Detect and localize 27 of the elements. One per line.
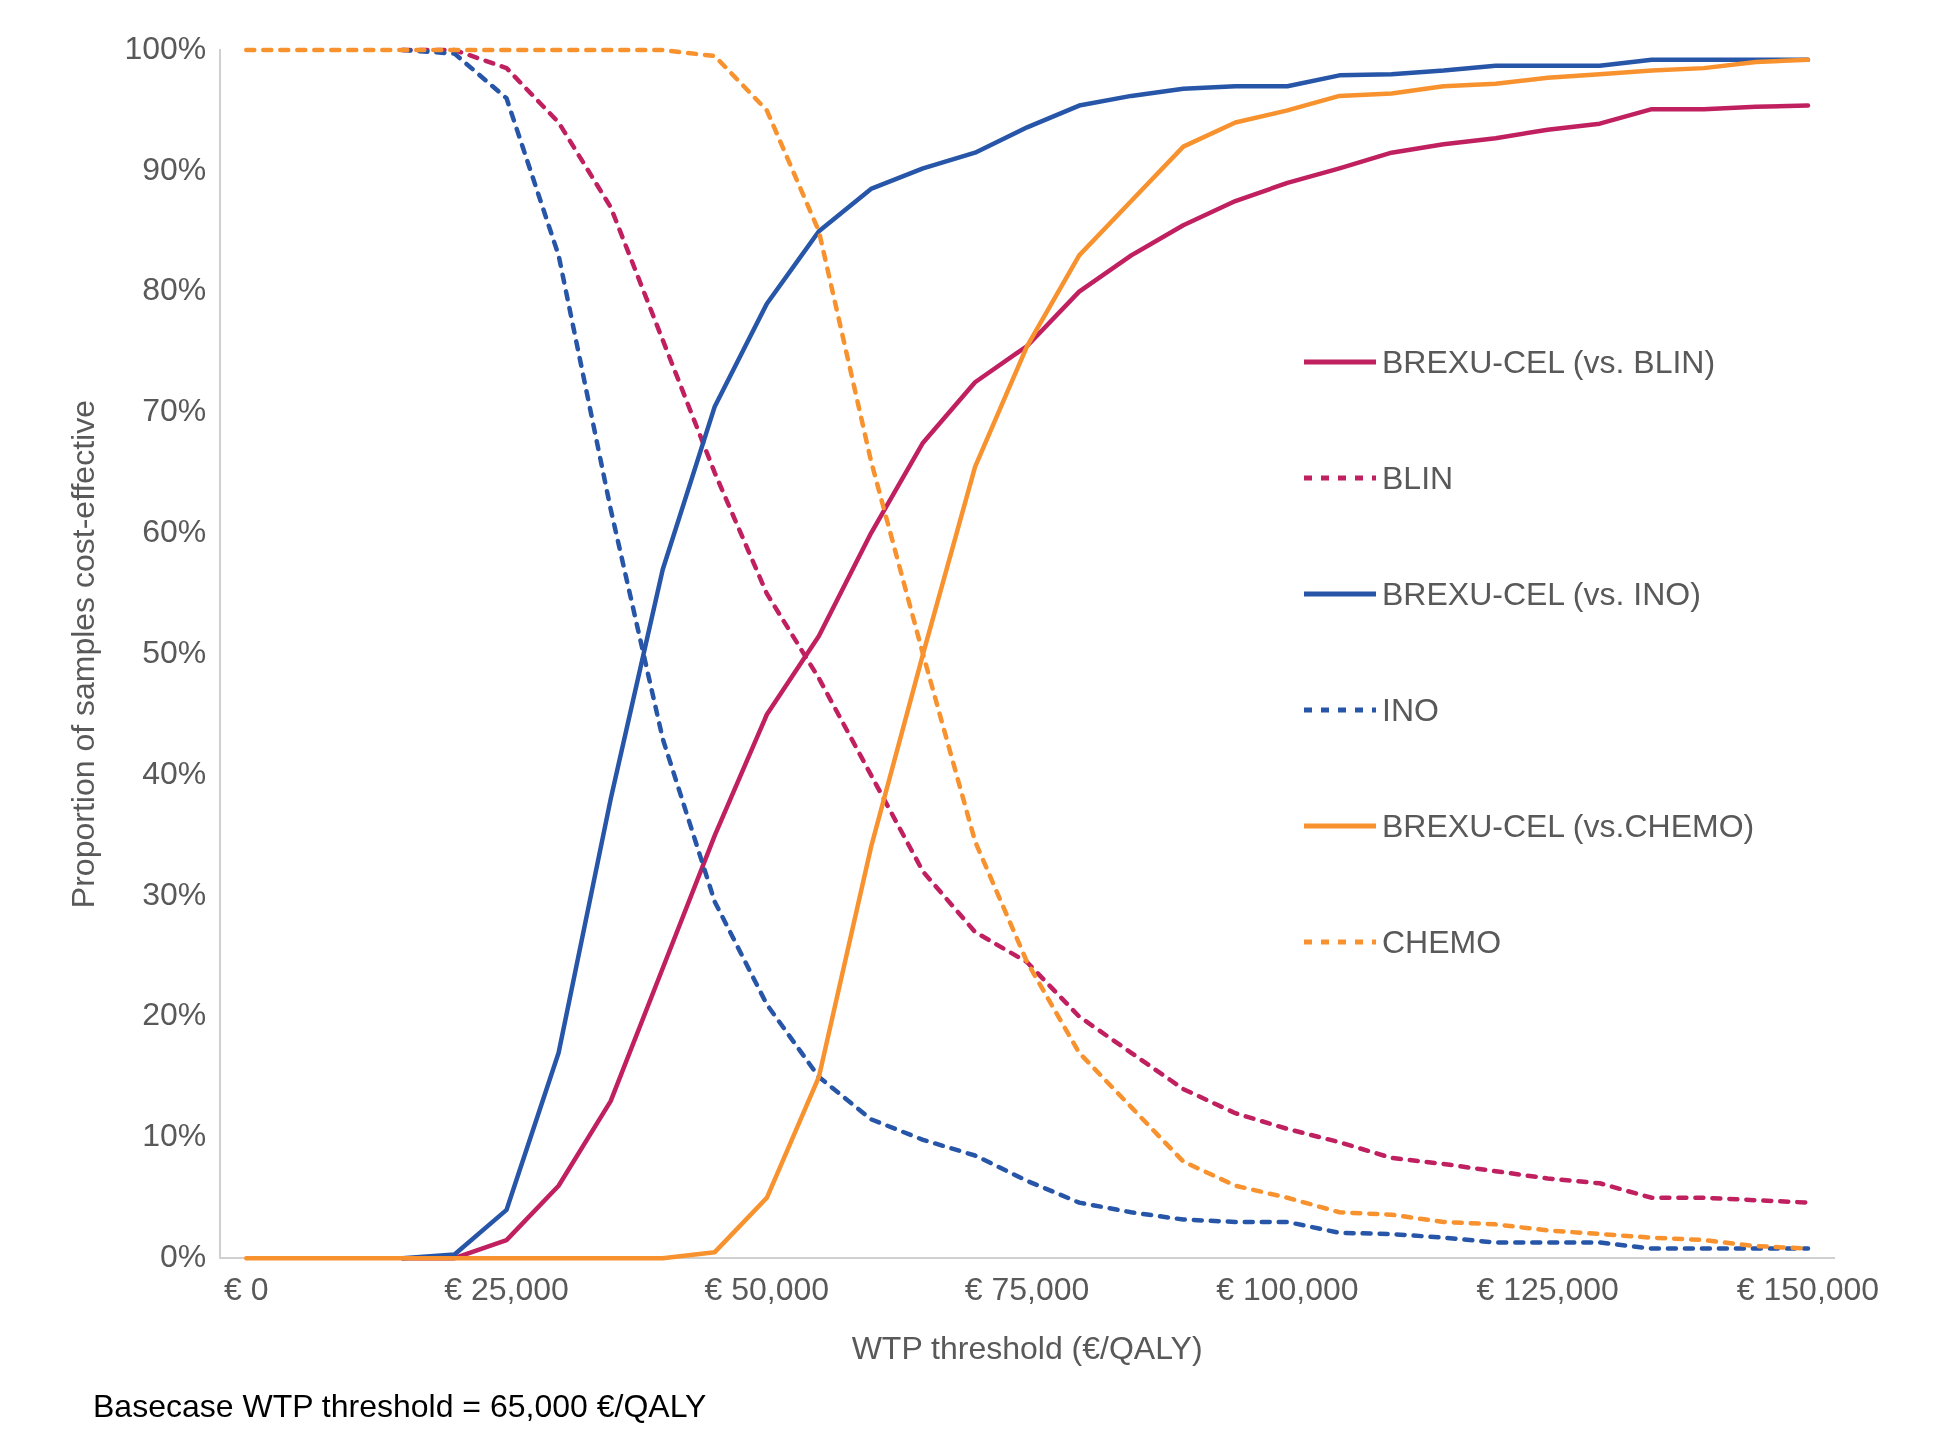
legend-label: BREXU-CEL (vs. INO)	[1382, 575, 1701, 613]
y-axis-title: Proportion of samples cost-effective	[65, 400, 102, 909]
x-tick-label: € 0	[224, 1271, 269, 1308]
y-tick-label: 0%	[159, 1238, 207, 1275]
y-tick-label: 20%	[142, 996, 207, 1033]
x-tick-label: € 100,000	[1216, 1271, 1359, 1308]
legend-label: INO	[1382, 691, 1439, 729]
text: Basecase WTP threshold = 65,000 €/QALY	[93, 1388, 707, 1425]
x-tick-label: € 50,000	[704, 1271, 830, 1308]
x-tick-label: € 150,000	[1736, 1271, 1880, 1308]
y-tick-label: 30%	[142, 875, 207, 912]
x-tick-label: € 75,000	[964, 1271, 1090, 1308]
y-tick-label: 100%	[124, 29, 207, 66]
y-tick-label: 90%	[142, 150, 207, 187]
y-tick-label: 70%	[142, 392, 207, 429]
y-tick-label: 80%	[142, 271, 207, 308]
x-axis-title: WTP threshold (€/QALY)	[851, 1329, 1203, 1366]
legend-label: BLIN	[1382, 459, 1454, 497]
y-tick-label: 50%	[142, 633, 207, 670]
legend-label: BREXU-CEL (vs.CHEMO)	[1382, 807, 1755, 845]
legend-label: BREXU-CEL (vs. BLIN)	[1382, 343, 1716, 381]
legend-label: CHEMO	[1382, 923, 1502, 961]
x-tick-label: € 125,000	[1476, 1271, 1619, 1308]
x-tick-label: € 25,000	[444, 1271, 569, 1308]
y-tick-label: 40%	[142, 754, 207, 791]
y-tick-label: 10%	[142, 1117, 207, 1154]
y-tick-label: 60%	[142, 513, 207, 550]
